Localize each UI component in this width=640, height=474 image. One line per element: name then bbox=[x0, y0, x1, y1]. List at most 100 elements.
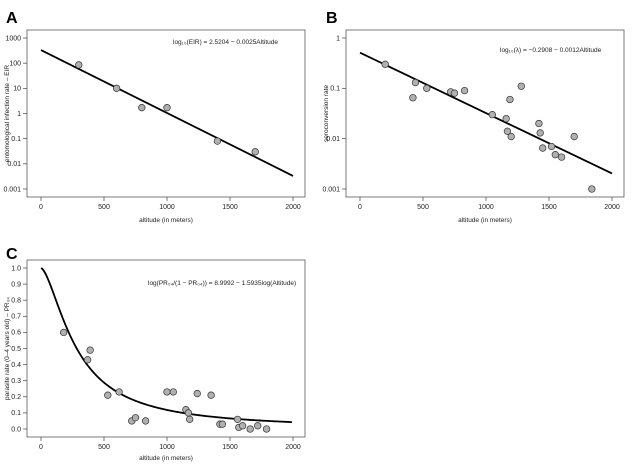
y-tick-label: 0.5 bbox=[11, 346, 21, 353]
fit-equation: log(PR₀₄/(1 − PR₀₄)) = 8.9992 − 1.5935lo… bbox=[148, 280, 296, 287]
x-tick-label: 2000 bbox=[285, 444, 301, 451]
y-tick-label: 10 bbox=[13, 86, 21, 93]
panel-letter: B bbox=[326, 10, 338, 27]
data-point bbox=[262, 425, 271, 433]
data-point bbox=[517, 82, 525, 90]
x-tick-label: 1000 bbox=[159, 204, 175, 211]
y-tick-label: 0.7 bbox=[11, 314, 21, 321]
fit-line bbox=[40, 267, 292, 423]
panel-letter: C bbox=[6, 246, 18, 263]
data-point bbox=[115, 388, 123, 396]
y-tick-label: 1000 bbox=[5, 35, 21, 42]
x-axis-label: altitude (in meters) bbox=[139, 455, 193, 462]
data-point bbox=[450, 89, 459, 97]
data-point bbox=[423, 84, 431, 92]
y-tick-label: 0.1 bbox=[11, 410, 21, 417]
x-tick-label: 2000 bbox=[285, 204, 301, 211]
data-point bbox=[503, 127, 512, 135]
y-tick-label: 0.9 bbox=[11, 281, 21, 288]
data-point bbox=[246, 425, 254, 433]
x-tick-label: 0 bbox=[39, 444, 43, 451]
plot-frame bbox=[345, 29, 625, 198]
data-point bbox=[536, 129, 544, 137]
y-tick-label: 1.0 bbox=[11, 265, 21, 272]
panel-c: C 0 500 1000 1500 2000 0.0 0.1 0.2 0.3 0.4 0.5 0.6 0.… bbox=[4, 246, 306, 462]
y-tick-label: 0.01 bbox=[7, 161, 21, 168]
x-tick-label: 1000 bbox=[478, 204, 494, 211]
x-tick-label: 0 bbox=[358, 204, 362, 211]
y-tick-label: 0.6 bbox=[11, 330, 21, 337]
data-point bbox=[557, 153, 566, 161]
fit-equation: log₁₀(λ) = −0.2908 − 0.0012Altitude bbox=[500, 47, 602, 54]
y-axis-label: seroconversion rate bbox=[323, 85, 330, 142]
x-axis-label: altitude (in meters) bbox=[458, 217, 512, 224]
data-point bbox=[547, 142, 556, 151]
data-point bbox=[112, 84, 121, 92]
data-point bbox=[254, 422, 262, 430]
data-point bbox=[238, 422, 247, 430]
data-point bbox=[251, 148, 259, 156]
data-point bbox=[104, 391, 112, 399]
x-tick-label: 1500 bbox=[541, 204, 557, 211]
panel-a: A 0 500 1000 1500 2000 0.001 0.01 0.1 1 10 100 1000 a… bbox=[3, 10, 306, 224]
data-point bbox=[60, 328, 68, 337]
x-tick-label: 500 bbox=[417, 204, 429, 211]
data-point bbox=[233, 415, 242, 423]
data-point bbox=[502, 114, 510, 123]
data-point bbox=[409, 94, 417, 102]
x-tick-label: 1500 bbox=[222, 444, 238, 451]
data-point bbox=[539, 144, 547, 152]
y-tick-label: 0.001 bbox=[322, 186, 340, 193]
panel-letter: A bbox=[6, 10, 18, 27]
x-tick-label: 2000 bbox=[604, 204, 620, 211]
x-tick-label: 500 bbox=[98, 444, 110, 451]
y-tick-label: 0.001 bbox=[3, 186, 21, 193]
data-point bbox=[411, 78, 420, 87]
data-point bbox=[86, 346, 94, 354]
data-point bbox=[163, 388, 171, 396]
data-point bbox=[507, 132, 515, 141]
y-tick-label: 0.1 bbox=[11, 136, 21, 143]
data-point bbox=[460, 86, 469, 95]
data-point bbox=[83, 356, 92, 364]
data-point bbox=[213, 137, 222, 145]
y-tick-label: 0.4 bbox=[11, 362, 21, 369]
data-point bbox=[207, 391, 215, 399]
data-point bbox=[193, 389, 201, 398]
y-tick-label: 0.0 bbox=[11, 426, 21, 433]
panel-b: B 0 500 1000 1500 2000 0.001 0.01 0.1 1 altitude (… bbox=[322, 10, 625, 224]
fit-equation: log₁₀(EIR) = 2.5204 − 0.0025Altitude bbox=[173, 39, 278, 46]
y-tick-label: 0.2 bbox=[11, 394, 21, 401]
x-tick-label: 500 bbox=[98, 204, 110, 211]
data-point bbox=[535, 119, 543, 128]
data-point bbox=[141, 417, 150, 425]
data-point bbox=[138, 104, 146, 112]
y-tick-label: 0.8 bbox=[11, 298, 21, 305]
data-point bbox=[588, 185, 596, 193]
x-axis-label: altitude (in meters) bbox=[139, 217, 193, 224]
fit-line bbox=[359, 51, 613, 175]
data-point bbox=[75, 61, 83, 69]
fit-line bbox=[40, 49, 294, 177]
y-tick-label: 1 bbox=[336, 35, 340, 42]
data-point bbox=[506, 95, 514, 104]
x-tick-label: 1000 bbox=[159, 444, 175, 451]
data-point bbox=[218, 420, 227, 428]
plot-frame bbox=[26, 29, 306, 198]
y-tick-label: 0.01 bbox=[326, 136, 340, 143]
data-point bbox=[163, 104, 171, 112]
y-tick-label: 0.1 bbox=[330, 86, 340, 93]
data-point bbox=[488, 111, 496, 119]
data-point bbox=[186, 415, 194, 423]
x-tick-label: 1500 bbox=[222, 204, 238, 211]
data-point bbox=[381, 60, 389, 68]
y-axis-label: parasite rate (0–4 years old) – PR₀₄ bbox=[4, 297, 11, 400]
data-point bbox=[551, 151, 559, 159]
y-tick-label: 1 bbox=[17, 111, 21, 118]
data-point bbox=[169, 388, 177, 396]
data-point bbox=[570, 132, 578, 141]
y-tick-label: 100 bbox=[9, 60, 21, 67]
y-axis-label: entomological infection rate – EIR bbox=[4, 65, 11, 162]
data-point bbox=[184, 409, 193, 417]
